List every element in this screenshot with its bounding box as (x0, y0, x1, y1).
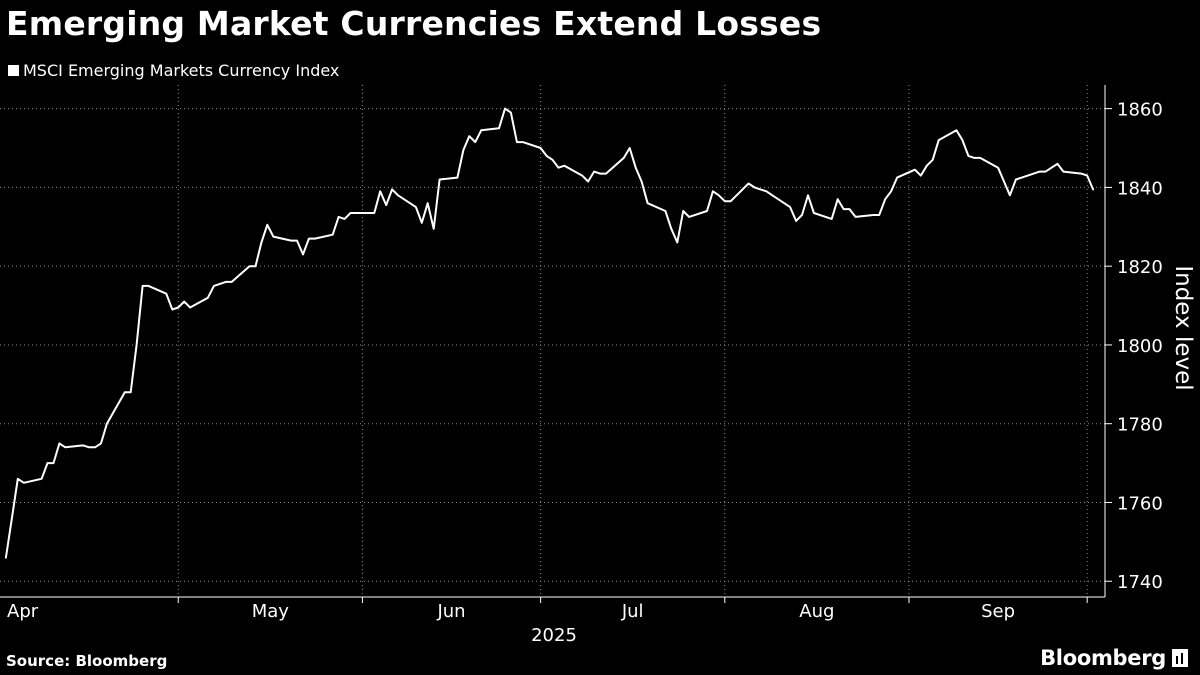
x-tick-label: Sep (981, 601, 1015, 622)
x-tick-label: Apr (7, 601, 39, 622)
y-tick-label: 1760 (1117, 493, 1163, 514)
y-tick-label: 1820 (1117, 257, 1163, 278)
y-tick-label: 1780 (1117, 415, 1163, 436)
y-tick-label: 1740 (1117, 572, 1163, 593)
chart-title: Emerging Market Currencies Extend Losses (6, 4, 822, 43)
grid-lines (0, 85, 1105, 597)
x-tick-label: May (252, 601, 290, 622)
series-layer (4, 107, 1095, 559)
x-axis: Apr May Jun Jul Aug Sep (0, 596, 1105, 622)
y-axis-label: Index level (1170, 265, 1196, 390)
brand-name: Bloomberg (1040, 646, 1166, 670)
x-tick-label: Jun (436, 601, 465, 622)
y-tick-label: 1840 (1117, 178, 1163, 199)
y-tick-label: 1860 (1117, 100, 1163, 121)
x-axis-year-label: 2025 (531, 625, 577, 646)
legend: MSCI Emerging Markets Currency Index (8, 61, 339, 80)
x-tick-label: Aug (799, 601, 834, 622)
legend-label: MSCI Emerging Markets Currency Index (23, 61, 340, 80)
bloomberg-logo-icon (1172, 649, 1188, 667)
brand-logo: Bloomberg (1040, 646, 1188, 670)
x-tick-label: Jul (621, 601, 644, 622)
y-axis: 1740 1760 1780 1800 1820 1840 1860 (1104, 85, 1163, 597)
source-note: Source: Bloomberg (6, 652, 168, 670)
legend-swatch (8, 65, 19, 76)
y-tick-label: 1800 (1117, 336, 1163, 357)
series-line (4, 107, 1095, 559)
